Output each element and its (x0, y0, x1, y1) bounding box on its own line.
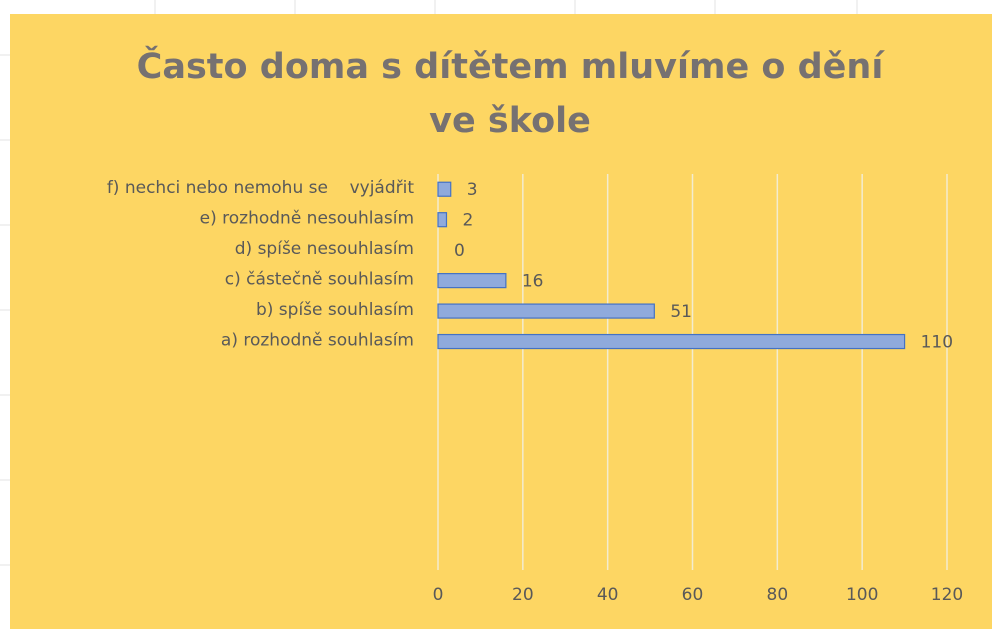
x-tick-label: 80 (767, 585, 789, 605)
bar (437, 333, 906, 350)
data-label: 51 (670, 302, 692, 322)
chart-title: Často doma s dítětem mluvíme o dění ve š… (136, 47, 884, 141)
bar (437, 181, 452, 197)
x-tick-label: 20 (512, 585, 534, 605)
bar (437, 303, 655, 319)
sheet-grid (0, 0, 858, 566)
x-tick-label: 60 (682, 585, 704, 605)
y-tick-label: b) spíše souhlasím (256, 300, 414, 320)
y-tick-label: e) rozhodně nesouhlasím (200, 209, 414, 229)
data-label: 16 (522, 272, 544, 292)
x-tick-label: 100 (846, 585, 878, 605)
bar (437, 212, 448, 228)
data-label: 110 (921, 333, 953, 353)
y-tick-label: d) spíše nesouhlasím (235, 239, 414, 259)
data-label: 0 (454, 241, 465, 261)
y-tick-label: c) částečně souhlasím (225, 270, 414, 290)
x-tick-label: 40 (597, 585, 619, 605)
bar (437, 273, 507, 289)
chart-area (10, 14, 992, 629)
data-label: 2 (462, 211, 473, 231)
data-label: 3 (467, 180, 478, 200)
x-tick-label: 120 (931, 585, 963, 605)
x-tick-label: 0 (433, 585, 444, 605)
y-tick-label: f) nechci nebo nemohu se vyjádřit (107, 178, 415, 198)
y-tick-label: a) rozhodně souhlasím (221, 331, 414, 351)
